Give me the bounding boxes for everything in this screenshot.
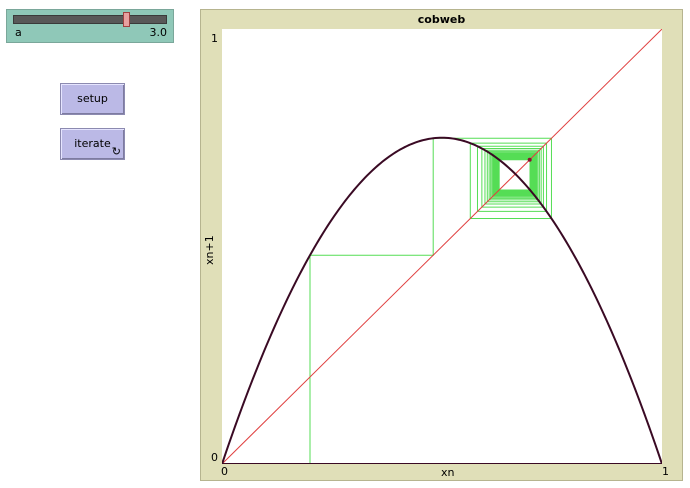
slider-track[interactable]	[13, 15, 167, 24]
x-min-label: 0	[221, 465, 228, 478]
current-point	[527, 157, 532, 162]
slider-thumb[interactable]	[123, 12, 131, 27]
cobweb-plot: cobweb 1 0 0 1 xn xn+1	[200, 9, 683, 481]
identity-line	[222, 29, 662, 464]
plot-title: cobweb	[417, 13, 466, 26]
slider-label: a	[15, 26, 22, 39]
cobweb-path	[309, 137, 552, 464]
slider-value: 3.0	[149, 26, 168, 39]
x-axis-label: xn	[441, 466, 455, 479]
iterate-button[interactable]: iterate ↻	[60, 128, 125, 160]
x-max-label: 1	[662, 465, 669, 478]
y-axis-label: xn+1	[203, 235, 216, 265]
forever-icon: ↻	[111, 145, 121, 158]
plot-area[interactable]	[222, 29, 662, 464]
iterate-button-label: iterate	[74, 137, 111, 150]
setup-button[interactable]: setup	[60, 83, 125, 115]
y-min-label: 0	[211, 451, 218, 464]
setup-button-label: setup	[77, 92, 108, 105]
a-slider[interactable]: a 3.0	[6, 9, 174, 43]
cobweb-chart	[222, 29, 662, 464]
map-curve	[222, 136, 662, 464]
y-max-label: 1	[211, 32, 218, 45]
